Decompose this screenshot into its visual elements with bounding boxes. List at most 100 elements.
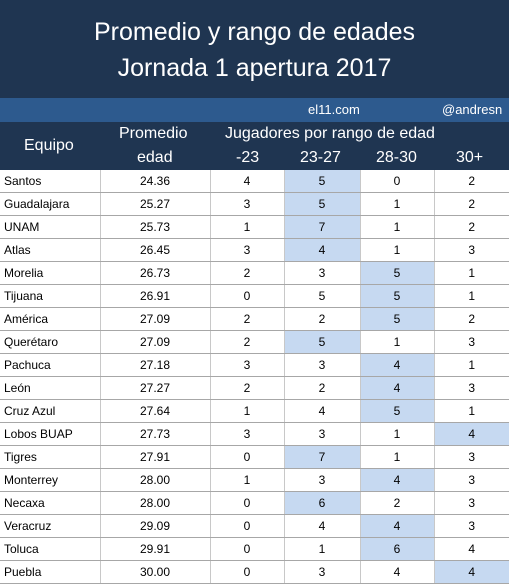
avg-age-cell: 27.18 xyxy=(100,353,211,377)
range-28-30-cell: 1 xyxy=(360,238,435,262)
range-30plus-cell: 3 xyxy=(434,514,509,538)
range-28-30-cell: 4 xyxy=(360,468,435,492)
table-row: Guadalajara 25.27 3 5 1 2 xyxy=(0,192,509,216)
age-table: Santos 24.36 4 5 0 2 Guadalajara 25.27 3 5 1 2 UNAM 2… xyxy=(0,170,509,584)
table-row: León 27.27 2 2 4 3 xyxy=(0,376,509,400)
team-cell: Tijuana xyxy=(0,284,101,308)
range-under23-cell: 1 xyxy=(210,215,285,239)
range-30plus-cell: 3 xyxy=(434,445,509,469)
avg-age-cell: 26.91 xyxy=(100,284,211,308)
range-28-30-cell: 1 xyxy=(360,330,435,354)
range-under23-cell: 0 xyxy=(210,560,285,584)
range-28-30-cell: 2 xyxy=(360,491,435,515)
range-under23-cell: 1 xyxy=(210,468,285,492)
range-23-27-cell: 4 xyxy=(284,514,361,538)
range-under23-cell: 0 xyxy=(210,491,285,515)
range-under23-cell: 2 xyxy=(210,261,285,285)
avg-age-cell: 27.64 xyxy=(100,399,211,423)
avg-age-cell: 24.36 xyxy=(100,170,211,193)
range-30plus-cell: 1 xyxy=(434,261,509,285)
table-row: América 27.09 2 2 5 2 xyxy=(0,307,509,331)
range-23-27-cell: 3 xyxy=(284,353,361,377)
range-28-30-cell: 1 xyxy=(360,445,435,469)
header-team: Equipo xyxy=(24,137,74,154)
range-under23-cell: 2 xyxy=(210,376,285,400)
team-cell: Cruz Azul xyxy=(0,399,101,423)
range-23-27-cell: 3 xyxy=(284,422,361,446)
range-28-30-cell: 5 xyxy=(360,399,435,423)
range-23-27-cell: 1 xyxy=(284,537,361,561)
table-row: Puebla 30.00 0 3 4 4 xyxy=(0,560,509,584)
range-23-27-cell: 5 xyxy=(284,192,361,216)
range-30plus-cell: 2 xyxy=(434,307,509,331)
range-under23-cell: 4 xyxy=(210,170,285,193)
range-23-27-cell: 3 xyxy=(284,468,361,492)
range-23-27-cell: 6 xyxy=(284,491,361,515)
team-cell: León xyxy=(0,376,101,400)
range-28-30-cell: 4 xyxy=(360,514,435,538)
table-row: Morelia 26.73 2 3 5 1 xyxy=(0,261,509,285)
table-row: Santos 24.36 4 5 0 2 xyxy=(0,170,509,193)
range-23-27-cell: 7 xyxy=(284,215,361,239)
header-range-under23: -23 xyxy=(236,149,260,166)
range-under23-cell: 3 xyxy=(210,353,285,377)
range-30plus-cell: 4 xyxy=(434,537,509,561)
team-cell: Tigres xyxy=(0,445,101,469)
avg-age-cell: 27.27 xyxy=(100,376,211,400)
table-row: Atlas 26.45 3 4 1 3 xyxy=(0,238,509,262)
team-cell: UNAM xyxy=(0,215,101,239)
table-row: Veracruz 29.09 0 4 4 3 xyxy=(0,514,509,538)
range-30plus-cell: 3 xyxy=(434,330,509,354)
range-30plus-cell: 2 xyxy=(434,215,509,239)
range-28-30-cell: 5 xyxy=(360,261,435,285)
range-30plus-cell: 4 xyxy=(434,422,509,446)
site-credit: el11.com xyxy=(308,102,360,117)
range-under23-cell: 0 xyxy=(210,284,285,308)
range-30plus-cell: 4 xyxy=(434,560,509,584)
team-cell: Veracruz xyxy=(0,514,101,538)
avg-age-cell: 28.00 xyxy=(100,491,211,515)
range-28-30-cell: 6 xyxy=(360,537,435,561)
table-row: UNAM 25.73 1 7 1 2 xyxy=(0,215,509,239)
range-28-30-cell: 4 xyxy=(360,560,435,584)
range-23-27-cell: 4 xyxy=(284,238,361,262)
title-line-2: Jornada 1 apertura 2017 xyxy=(117,54,392,82)
range-28-30-cell: 4 xyxy=(360,353,435,377)
range-under23-cell: 2 xyxy=(210,330,285,354)
range-28-30-cell: 1 xyxy=(360,192,435,216)
avg-age-cell: 26.45 xyxy=(100,238,211,262)
team-cell: Guadalajara xyxy=(0,192,101,216)
range-under23-cell: 0 xyxy=(210,514,285,538)
range-30plus-cell: 3 xyxy=(434,491,509,515)
range-30plus-cell: 3 xyxy=(434,376,509,400)
avg-age-cell: 30.00 xyxy=(100,560,211,584)
range-30plus-cell: 1 xyxy=(434,353,509,377)
team-cell: Lobos BUAP xyxy=(0,422,101,446)
range-under23-cell: 0 xyxy=(210,445,285,469)
range-23-27-cell: 3 xyxy=(284,560,361,584)
range-30plus-cell: 1 xyxy=(434,284,509,308)
team-cell: Puebla xyxy=(0,560,101,584)
range-28-30-cell: 4 xyxy=(360,376,435,400)
avg-age-cell: 26.73 xyxy=(100,261,211,285)
range-28-30-cell: 1 xyxy=(360,215,435,239)
range-under23-cell: 3 xyxy=(210,422,285,446)
header-range-group: Jugadores por rango de edad xyxy=(225,125,435,142)
range-30plus-cell: 3 xyxy=(434,238,509,262)
author-handle: @andresn xyxy=(442,102,503,117)
range-30plus-cell: 3 xyxy=(434,468,509,492)
title-banner: Promedio y rango de edades Jornada 1 ape… xyxy=(0,0,509,98)
avg-age-cell: 27.09 xyxy=(100,330,211,354)
range-under23-cell: 3 xyxy=(210,192,285,216)
team-cell: América xyxy=(0,307,101,331)
avg-age-cell: 27.73 xyxy=(100,422,211,446)
table-row: Lobos BUAP 27.73 3 3 1 4 xyxy=(0,422,509,446)
header-range-30plus: 30+ xyxy=(456,149,484,166)
avg-age-cell: 25.27 xyxy=(100,192,211,216)
range-23-27-cell: 4 xyxy=(284,399,361,423)
range-30plus-cell: 2 xyxy=(434,192,509,216)
avg-age-cell: 29.09 xyxy=(100,514,211,538)
table-header: Equipo Promedio edad Jugadores por rango… xyxy=(0,122,509,170)
table-row: Querétaro 27.09 2 5 1 3 xyxy=(0,330,509,354)
header-avg-line2: edad xyxy=(137,149,173,166)
